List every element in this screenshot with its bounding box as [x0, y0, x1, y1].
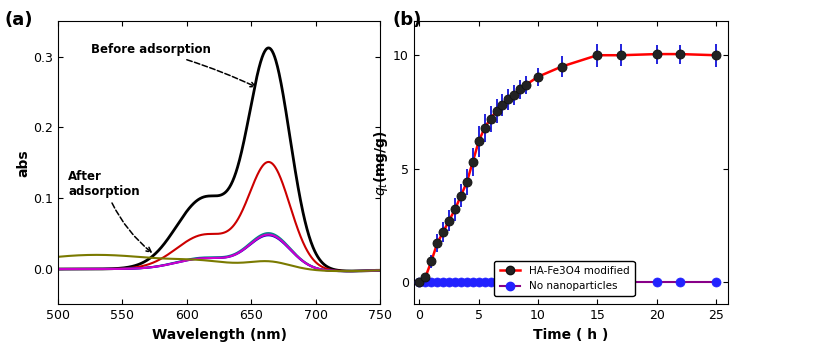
Y-axis label: $q_t$(mg/g): $q_t$(mg/g): [372, 130, 390, 196]
Text: Before adsorption: Before adsorption: [92, 43, 255, 87]
Legend: HA-Fe3O4 modified, No nanoparticles: HA-Fe3O4 modified, No nanoparticles: [495, 261, 634, 296]
Text: (b): (b): [393, 11, 423, 29]
Y-axis label: abs: abs: [17, 149, 31, 177]
Text: (a): (a): [4, 11, 32, 29]
X-axis label: Wavelength (nm): Wavelength (nm): [151, 328, 287, 342]
Text: After
adsorption: After adsorption: [68, 170, 151, 252]
X-axis label: Time ( h ): Time ( h ): [533, 328, 609, 342]
